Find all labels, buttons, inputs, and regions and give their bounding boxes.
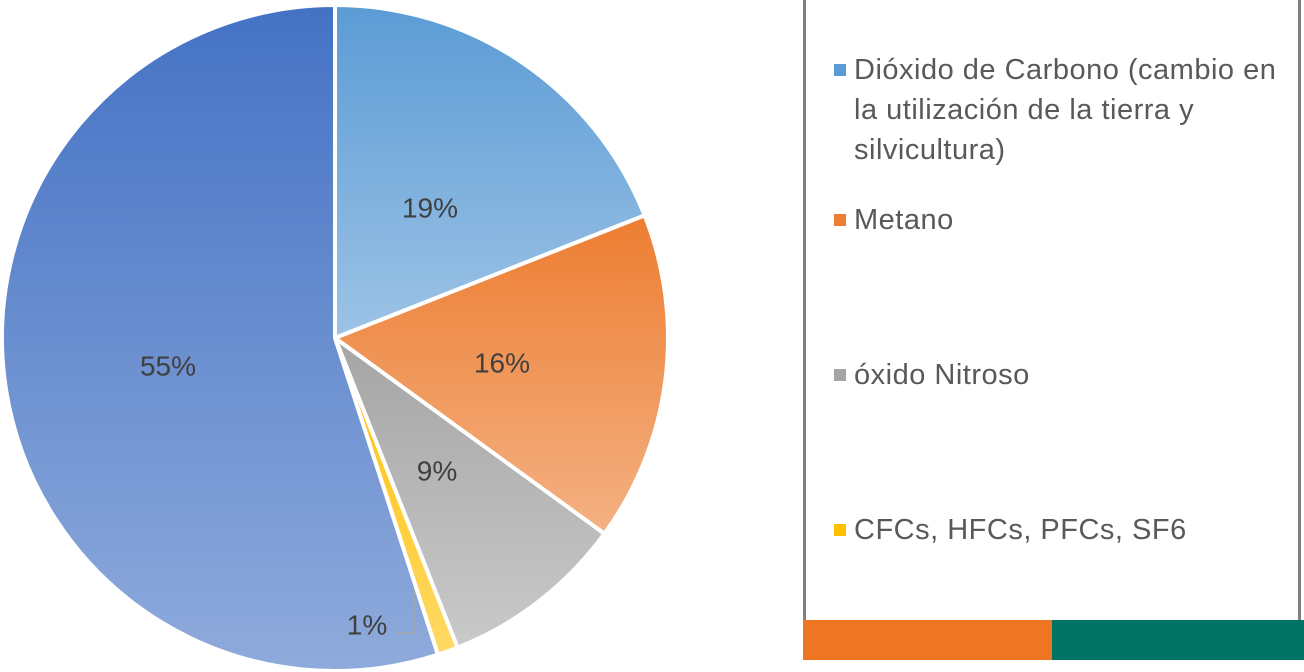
legend-label: óxido Nitroso xyxy=(854,359,1030,391)
pie-slice xyxy=(0,2,441,672)
data-label: 1% xyxy=(347,609,387,640)
pie-slice xyxy=(330,212,670,537)
data-label: 16% xyxy=(474,347,530,378)
legend-label: CFCs, HFCs, PFCs, SF6 xyxy=(854,514,1187,546)
legend-label: Metano xyxy=(854,204,954,236)
legend-swatch xyxy=(834,524,846,536)
legend-entry: Dióxido de Carbono (cambio en la utiliza… xyxy=(834,50,1294,170)
data-label: 9% xyxy=(417,455,457,486)
pie-chart: 19% 16% 9% 1% 55% xyxy=(0,2,670,672)
data-label: 19% xyxy=(402,192,458,223)
pie-slice xyxy=(330,332,608,651)
leader-line xyxy=(395,590,415,634)
decor-bar-teal xyxy=(1052,620,1304,660)
decor-bar-orange xyxy=(803,620,1052,660)
legend-entry: Metano xyxy=(834,200,1294,240)
legend-swatch xyxy=(834,64,846,76)
legend-entry: óxido Nitroso xyxy=(834,355,1294,395)
data-label: 55% xyxy=(140,350,196,381)
legend: Dióxido de Carbono (cambio en la utiliza… xyxy=(803,0,1301,628)
legend-label: Dióxido de Carbono (cambio en la utiliza… xyxy=(854,54,1277,166)
legend-swatch xyxy=(834,369,846,381)
legend-swatch xyxy=(834,214,846,226)
pie-slice xyxy=(333,2,648,341)
legend-entry: CFCs, HFCs, PFCs, SF6 xyxy=(834,510,1294,550)
